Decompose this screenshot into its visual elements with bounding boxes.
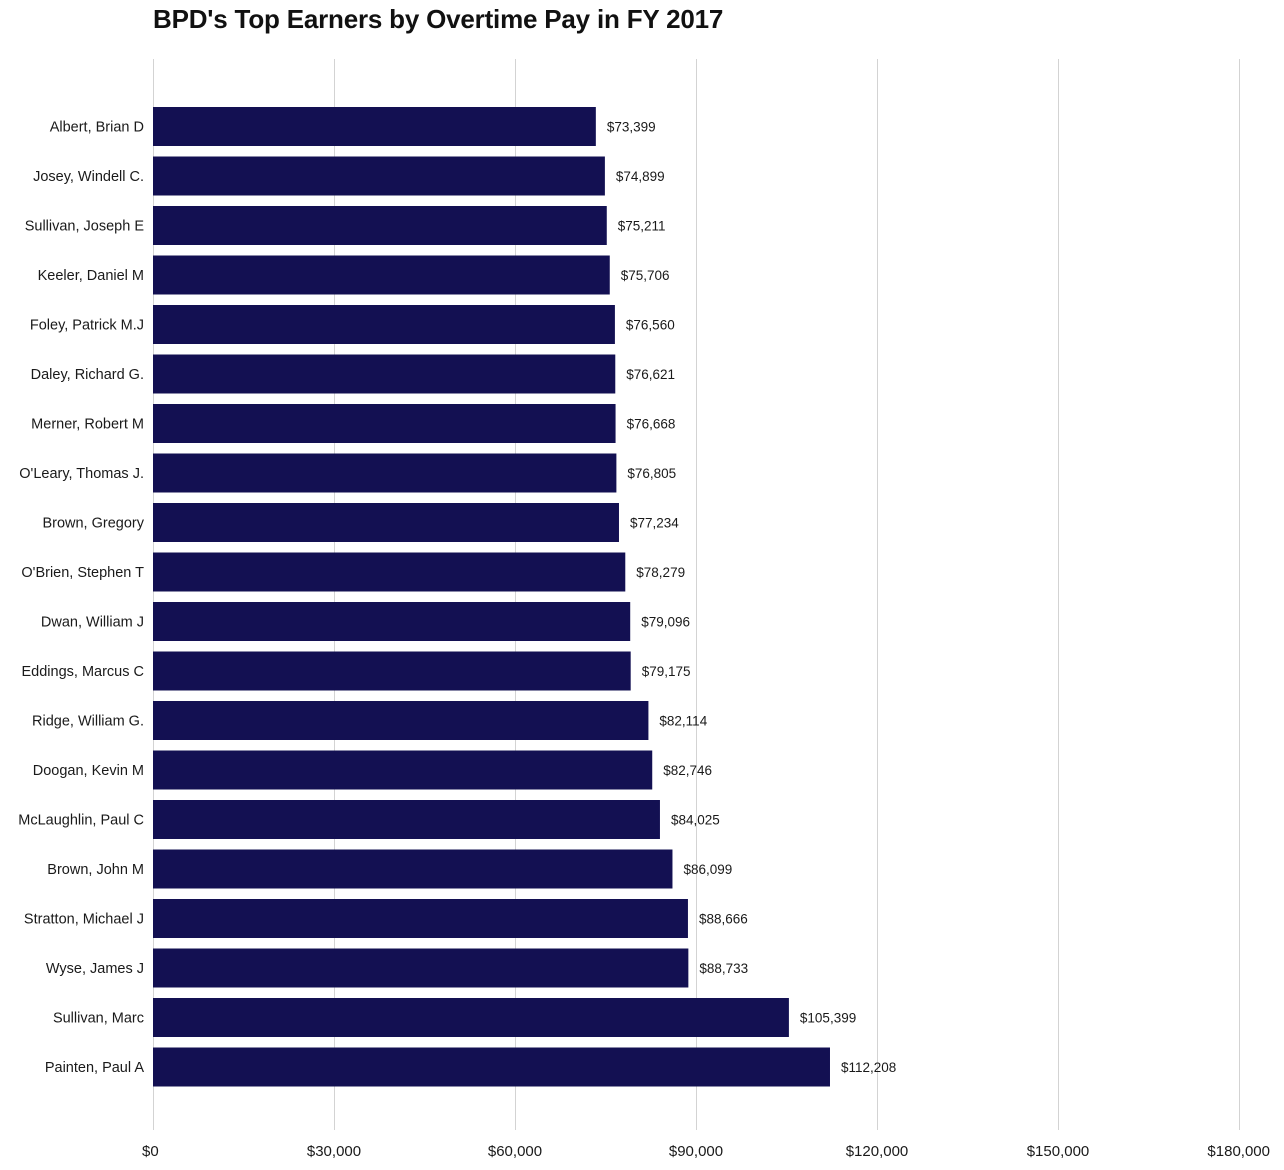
category-label: Wyse, James J <box>46 961 144 977</box>
bar <box>153 206 607 245</box>
value-label: $79,096 <box>641 615 690 630</box>
bar <box>153 453 617 493</box>
category-label: Ridge, William G. <box>32 714 144 730</box>
bar <box>153 998 789 1037</box>
value-label: $86,099 <box>683 862 732 877</box>
category-label: Dwan, William J <box>41 615 144 631</box>
bar <box>153 305 615 344</box>
category-label: Eddings, Marcus C <box>22 664 145 680</box>
value-labels: $73,399 $74,899 $75,211 $75,706 $76,560 $76,6… <box>607 120 896 1076</box>
value-label: $88,666 <box>699 912 748 927</box>
bar <box>153 404 616 443</box>
category-label: Foley, Patrick M.J <box>30 318 144 334</box>
bar <box>153 354 616 394</box>
x-axis-tick-labels: $0 $30,000 $60,000 $90,000 $120,000 $150,000 $… <box>142 1143 1270 1160</box>
bar <box>153 552 626 592</box>
value-label: $82,114 <box>659 714 707 729</box>
bar <box>153 1047 830 1087</box>
value-label: $112,208 <box>841 1060 896 1075</box>
bar <box>153 899 688 938</box>
bar <box>153 107 596 146</box>
value-label: $105,399 <box>800 1011 856 1026</box>
bar <box>153 849 673 889</box>
category-label: Keeler, Daniel M <box>38 268 144 284</box>
category-label: Brown, Gregory <box>42 516 144 532</box>
category-label: Brown, John M <box>47 862 144 878</box>
category-labels: Albert, Brian D Josey, Windell C. Sullivan… <box>18 120 144 1077</box>
value-label: $73,399 <box>607 120 656 135</box>
value-label: $76,621 <box>626 367 675 382</box>
bar <box>153 948 689 988</box>
bars <box>153 107 830 1087</box>
x-tick-label: $120,000 <box>846 1143 909 1160</box>
bar <box>153 651 631 691</box>
bar <box>153 800 660 839</box>
bar <box>153 602 631 641</box>
bar <box>153 750 653 790</box>
x-tick-label: $0 <box>142 1143 159 1160</box>
category-label: Stratton, Michael J <box>24 912 144 928</box>
category-label: Albert, Brian D <box>50 120 144 136</box>
value-label: $74,899 <box>616 169 665 184</box>
x-tick-label: $90,000 <box>669 1143 723 1160</box>
value-label: $75,211 <box>618 219 666 234</box>
category-label: Painten, Paul A <box>45 1060 144 1076</box>
category-label: Josey, Windell C. <box>33 169 144 185</box>
value-label: $77,234 <box>630 516 679 531</box>
value-label: $76,560 <box>626 318 675 333</box>
bar <box>153 255 610 295</box>
bar <box>153 156 605 196</box>
value-label: $82,746 <box>663 763 712 778</box>
value-label: $79,175 <box>642 664 691 679</box>
value-label: $88,733 <box>699 961 748 976</box>
value-label: $75,706 <box>621 268 670 283</box>
value-label: $76,668 <box>627 417 676 432</box>
bar <box>153 701 649 740</box>
x-tick-label: $150,000 <box>1027 1143 1090 1160</box>
category-label: Sullivan, Marc <box>53 1011 144 1027</box>
x-tick-label: $30,000 <box>307 1143 361 1160</box>
category-label: O'Leary, Thomas J. <box>19 466 144 482</box>
chart-title: BPD's Top Earners by Overtime Pay in FY … <box>153 4 724 34</box>
bar <box>153 503 619 542</box>
category-label: Doogan, Kevin M <box>33 763 144 779</box>
category-label: Sullivan, Joseph E <box>25 219 145 235</box>
value-label: $78,279 <box>636 565 685 580</box>
category-label: Merner, Robert M <box>31 417 144 433</box>
x-tick-label: $60,000 <box>488 1143 542 1160</box>
x-tick-label: $180,000 <box>1207 1143 1270 1160</box>
category-label: McLaughlin, Paul C <box>18 813 144 829</box>
value-label: $76,805 <box>627 466 676 481</box>
category-label: O'Brien, Stephen T <box>21 565 144 581</box>
value-label: $84,025 <box>671 813 720 828</box>
category-label: Daley, Richard G. <box>31 367 144 383</box>
